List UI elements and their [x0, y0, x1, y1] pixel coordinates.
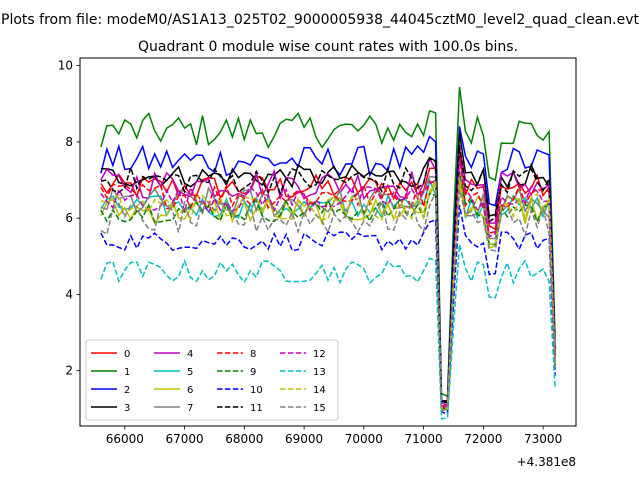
series-line-9: [100, 171, 556, 413]
legend-label-7: 7: [187, 403, 193, 414]
series-line-13: [100, 244, 556, 420]
x-tick-label: 68000: [225, 432, 263, 446]
x-tick-label: 73000: [524, 432, 562, 446]
series-line-3: [100, 132, 556, 403]
series-line-15: [100, 189, 556, 412]
x-tick-label: 67000: [165, 432, 203, 446]
y-tick-label: 4: [65, 287, 73, 301]
legend-label-1: 1: [124, 367, 130, 378]
y-tick-label: 6: [65, 211, 73, 225]
x-tick-label: 71000: [405, 432, 443, 446]
legend-label-4: 4: [187, 349, 193, 360]
x-offset-text: +4.381e8: [517, 455, 576, 469]
series-line-4: [100, 148, 556, 407]
legend-label-15: 15: [313, 403, 326, 414]
axes-title: Quadrant 0 module wise count rates with …: [138, 39, 518, 55]
legend-label-2: 2: [124, 385, 130, 396]
y-tick-label: 8: [65, 135, 73, 149]
legend-label-3: 3: [124, 403, 130, 414]
legend-label-13: 13: [313, 367, 326, 378]
y-tick-label: 2: [65, 364, 73, 378]
series-line-12: [100, 159, 556, 410]
legend-label-10: 10: [250, 385, 263, 396]
legend-label-8: 8: [250, 349, 256, 360]
axes-frame: [79, 57, 577, 427]
x-tick-label: 69000: [285, 432, 323, 446]
legend-label-11: 11: [250, 403, 263, 414]
x-tick-label: 66000: [106, 432, 144, 446]
axis-ticks: 66000 67000 68000 69000 70000 71000 72000 73000…: [58, 59, 563, 446]
figure-suptitle: Plots from file: modeM0/AS1A13_025T02_90…: [1, 12, 639, 28]
series-line-7: [100, 170, 556, 409]
y-tick-label: 10: [58, 59, 73, 73]
series-line-1: [100, 86, 556, 398]
x-tick-label: 72000: [464, 432, 502, 446]
plot-area: [100, 86, 556, 420]
series-line-2: [100, 126, 556, 402]
legend-label-6: 6: [187, 385, 193, 396]
series-line-8: [100, 154, 556, 408]
legend-label-14: 14: [313, 385, 326, 396]
series-line-14: [100, 177, 556, 410]
x-tick-label: 70000: [345, 432, 383, 446]
legend-label-9: 9: [250, 367, 256, 378]
legend-label-5: 5: [187, 367, 193, 378]
legend-box: [85, 339, 339, 421]
series-line-11: [100, 144, 556, 404]
legend-label-12: 12: [313, 349, 326, 360]
series-line-0: [100, 151, 556, 408]
legend-label-0: 0: [124, 349, 130, 360]
